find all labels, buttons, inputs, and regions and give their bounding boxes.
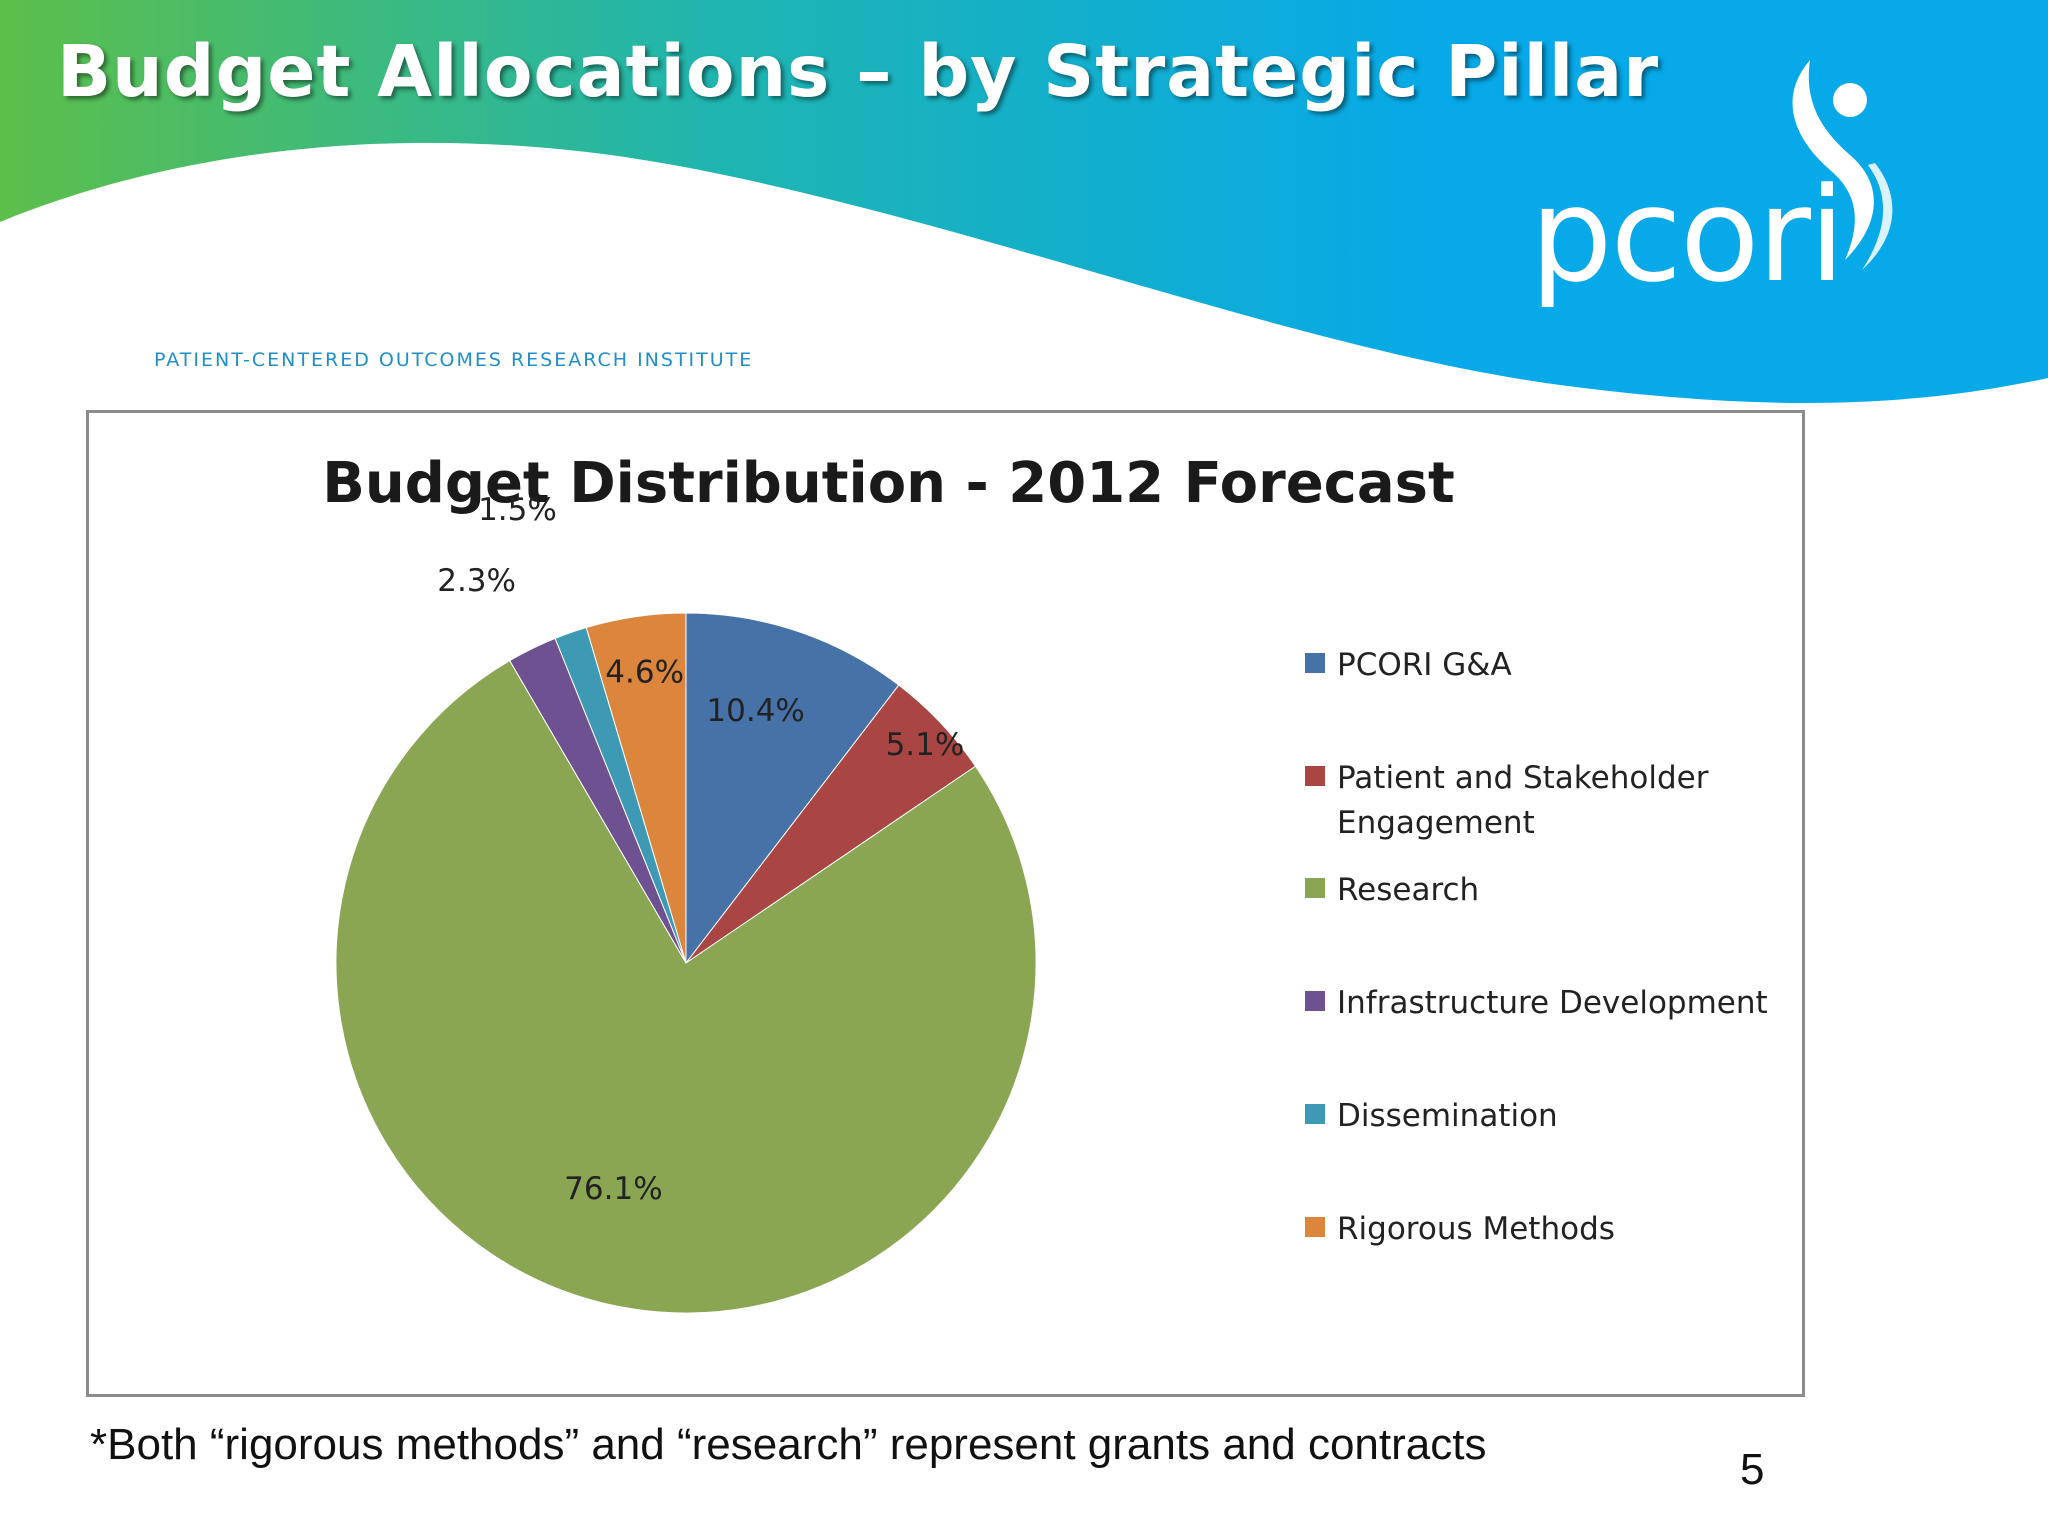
pcori-wordmark: pcori bbox=[1530, 159, 1845, 311]
legend-swatch bbox=[1305, 1104, 1325, 1124]
legend-swatch bbox=[1305, 878, 1325, 898]
legend-item: Rigorous Methods bbox=[1305, 1207, 1777, 1252]
footnote: *Both “rigorous methods” and “research” … bbox=[90, 1420, 1487, 1469]
legend-label: Patient and Stakeholder Engagement bbox=[1337, 760, 1709, 841]
pie-slice-pcori-g-a bbox=[685, 612, 900, 965]
legend-item: Research bbox=[1305, 868, 1777, 913]
pie-data-label: 76.1% bbox=[564, 1171, 662, 1207]
slide-title: Budget Allocations – by Strategic Pillar bbox=[57, 30, 1660, 113]
legend-label: Rigorous Methods bbox=[1337, 1211, 1615, 1247]
page-number: 5 bbox=[1740, 1445, 1765, 1494]
pie-data-label: 10.4% bbox=[706, 693, 804, 729]
legend-label: Research bbox=[1337, 872, 1480, 908]
legend-item: PCORI G&A bbox=[1305, 643, 1777, 688]
legend-item: Dissemination bbox=[1305, 1094, 1777, 1139]
pie-slice-rigorous-methods bbox=[585, 612, 687, 964]
pie-data-label: 4.6% bbox=[605, 654, 684, 690]
legend-swatch bbox=[1305, 1217, 1325, 1237]
legend-swatch bbox=[1305, 991, 1325, 1011]
legend-item: Infrastructure Development bbox=[1305, 981, 1777, 1026]
chart-title: Budget Distribution - 2012 Forecast bbox=[322, 451, 1455, 516]
pie-data-label: 2.3% bbox=[437, 563, 516, 599]
legend-swatch bbox=[1305, 766, 1325, 786]
chart-frame: Budget Distribution - 2012 Forecast 10.4… bbox=[86, 410, 1805, 1397]
organization-tagline: PATIENT-CENTERED OUTCOMES RESEARCH INSTI… bbox=[154, 349, 754, 371]
pie-data-label: 5.1% bbox=[886, 727, 965, 763]
legend-label: PCORI G&A bbox=[1337, 647, 1512, 683]
pcori-figure-icon bbox=[1792, 60, 1893, 270]
pie-chart: 10.4% 5.1% 76.1% 2.3% 1.5% 4.6% bbox=[335, 492, 1037, 1314]
legend-swatch bbox=[1305, 653, 1325, 673]
pie-slice-research bbox=[335, 659, 1037, 1314]
legend-label: Dissemination bbox=[1337, 1098, 1558, 1134]
legend-item: Patient and Stakeholder Engagement bbox=[1305, 756, 1777, 846]
header-wave-band bbox=[0, 0, 2048, 403]
legend-label: Infrastructure Development bbox=[1337, 985, 1768, 1021]
pie-data-label: 1.5% bbox=[478, 492, 557, 528]
